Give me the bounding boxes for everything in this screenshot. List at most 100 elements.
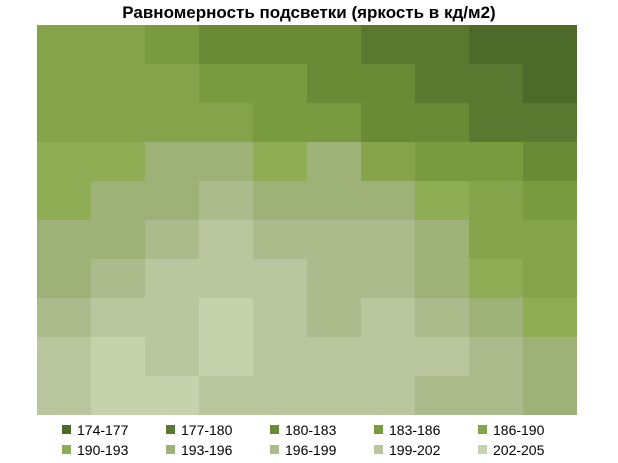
heatmap-cell xyxy=(469,142,524,182)
heatmap-cell xyxy=(145,103,200,143)
legend-label: 202-205 xyxy=(493,442,545,458)
heatmap-cell xyxy=(307,25,362,65)
heatmap-cell xyxy=(415,337,470,377)
heatmap-cell xyxy=(199,181,254,221)
legend-label: 174-177 xyxy=(77,422,129,438)
heatmap-cell xyxy=(523,220,577,260)
heatmap-cell xyxy=(37,142,92,182)
heatmap-cell xyxy=(37,220,92,260)
heatmap-cell xyxy=(469,259,524,299)
heatmap-cell xyxy=(361,181,416,221)
heatmap-cell xyxy=(307,337,362,377)
heatmap-cell xyxy=(523,142,577,182)
heatmap-cell xyxy=(307,376,362,415)
heatmap-cell xyxy=(361,142,416,182)
heatmap-cell xyxy=(469,64,524,104)
legend-label: 186-190 xyxy=(493,422,545,438)
heatmap-cell xyxy=(91,103,146,143)
legend-label: 177-180 xyxy=(181,422,233,438)
heatmap-cell xyxy=(361,337,416,377)
legend-item: 180-183 xyxy=(270,420,336,440)
heatmap-cell xyxy=(523,298,577,338)
legend-label: 190-193 xyxy=(77,442,129,458)
heatmap-cell xyxy=(199,64,254,104)
heatmap-cell xyxy=(415,376,470,415)
heatmap-cell xyxy=(307,142,362,182)
heatmap-cell xyxy=(415,259,470,299)
heatmap-cell xyxy=(37,337,92,377)
heatmap-cell xyxy=(91,298,146,338)
heatmap-cell xyxy=(523,376,577,415)
heatmap-plot xyxy=(37,25,577,415)
legend-swatch xyxy=(478,445,487,454)
heatmap-cell xyxy=(253,298,308,338)
legend-label: 199-202 xyxy=(389,442,441,458)
heatmap-cell xyxy=(91,181,146,221)
heatmap-cell xyxy=(253,337,308,377)
legend-label: 183-186 xyxy=(389,422,441,438)
heatmap-cell xyxy=(37,181,92,221)
heatmap-cell xyxy=(415,298,470,338)
heatmap-cell xyxy=(199,337,254,377)
legend-swatch xyxy=(478,425,487,434)
heatmap-cell xyxy=(199,25,254,65)
heatmap-cell xyxy=(145,337,200,377)
heatmap-cell xyxy=(361,220,416,260)
heatmap-cell xyxy=(37,103,92,143)
heatmap-cell xyxy=(253,259,308,299)
heatmap-cell xyxy=(199,298,254,338)
legend-label: 180-183 xyxy=(285,422,337,438)
heatmap-cell xyxy=(91,64,146,104)
legend-swatch xyxy=(166,445,175,454)
heatmap-cell xyxy=(145,376,200,415)
legend-item: 177-180 xyxy=(166,420,232,440)
heatmap-cell xyxy=(307,298,362,338)
heatmap-cell xyxy=(469,25,524,65)
heatmap-cell xyxy=(523,337,577,377)
heatmap-cell xyxy=(523,25,577,65)
heatmap-cell xyxy=(145,298,200,338)
legend-item: 196-199 xyxy=(270,440,336,460)
heatmap-cell xyxy=(361,376,416,415)
heatmap-cell xyxy=(415,64,470,104)
heatmap-cell xyxy=(307,103,362,143)
heatmap-cell xyxy=(145,64,200,104)
heatmap-cell xyxy=(253,181,308,221)
legend-swatch xyxy=(62,425,71,434)
heatmap-cell xyxy=(91,376,146,415)
heatmap-cell xyxy=(145,259,200,299)
heatmap-cell xyxy=(145,142,200,182)
legend-item: 174-177 xyxy=(62,420,128,440)
legend-swatch xyxy=(166,425,175,434)
heatmap-cell xyxy=(91,142,146,182)
heatmap-cell xyxy=(145,181,200,221)
heatmap-cell xyxy=(469,376,524,415)
heatmap-cell xyxy=(307,259,362,299)
heatmap-cell xyxy=(469,181,524,221)
heatmap-cell xyxy=(91,259,146,299)
heatmap-cell xyxy=(361,259,416,299)
heatmap-cell xyxy=(361,64,416,104)
heatmap-cell xyxy=(199,259,254,299)
heatmap-cell xyxy=(199,103,254,143)
heatmap-cell xyxy=(199,220,254,260)
heatmap-cell xyxy=(91,220,146,260)
legend-item: 193-196 xyxy=(166,440,232,460)
heatmap-cell xyxy=(415,25,470,65)
heatmap-cell xyxy=(469,337,524,377)
legend-swatch xyxy=(374,425,383,434)
heatmap-cell xyxy=(361,103,416,143)
heatmap-cell xyxy=(37,298,92,338)
legend-item: 199-202 xyxy=(374,440,440,460)
heatmap-cell xyxy=(523,259,577,299)
heatmap-cell xyxy=(253,220,308,260)
heatmap-cell xyxy=(37,259,92,299)
heatmap-cell xyxy=(307,64,362,104)
heatmap-cell xyxy=(361,25,416,65)
heatmap-cell xyxy=(469,298,524,338)
legend-swatch xyxy=(270,445,279,454)
heatmap-cell xyxy=(91,337,146,377)
heatmap-cell xyxy=(469,103,524,143)
legend-label: 193-196 xyxy=(181,442,233,458)
legend-item: 190-193 xyxy=(62,440,128,460)
